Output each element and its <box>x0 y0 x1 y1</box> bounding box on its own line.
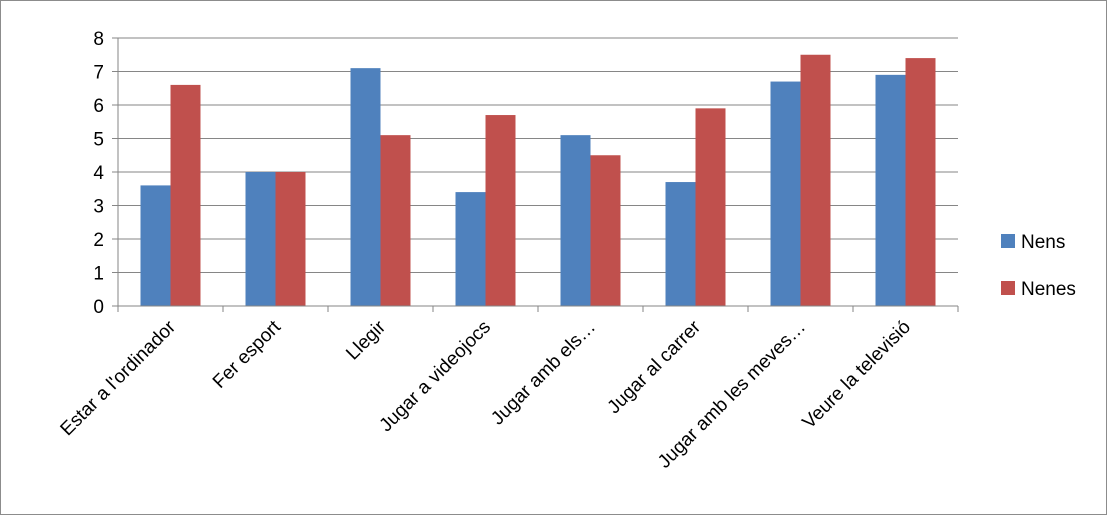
bar-nenes-2 <box>275 172 306 306</box>
bar-nens-6 <box>665 182 696 306</box>
bars <box>140 54 936 307</box>
bar-nens-1 <box>140 185 171 306</box>
bar-nenes-4 <box>485 115 516 306</box>
y-tick-label: 8 <box>93 29 104 50</box>
y-tick-label: 7 <box>93 63 104 84</box>
x-tick-label: Fer esport <box>209 316 286 393</box>
bar-nenes-8 <box>905 58 936 306</box>
bar-nens-5 <box>560 135 591 306</box>
y-axis-ticks: 0 1 2 3 4 5 6 7 8 <box>93 29 104 318</box>
bar-nenes-7 <box>800 54 831 306</box>
legend-label-nens: Nens <box>1021 232 1065 253</box>
bar-nens-8 <box>875 74 906 306</box>
legend-label-nenes: Nenes <box>1021 279 1076 300</box>
y-tick-label: 2 <box>93 230 104 251</box>
y-tick-label: 4 <box>93 163 104 184</box>
y-tick-label: 3 <box>93 197 104 218</box>
y-tick-label: 6 <box>93 96 104 117</box>
bar-nens-4 <box>455 192 486 306</box>
x-tick-label: Jugar amb els… <box>487 317 600 430</box>
bar-nenes-6 <box>695 108 726 306</box>
bar-nens-3 <box>350 68 381 307</box>
legend-swatch-nenes <box>1001 281 1015 295</box>
bar-nens-2 <box>245 172 276 306</box>
x-tick-label: Jugar al carrer <box>604 316 706 418</box>
x-tick-label: Estar a l'ordinador <box>57 316 181 440</box>
legend: Nens Nenes <box>1001 232 1076 300</box>
x-tick-label: Llegir <box>342 316 390 364</box>
y-tick-label: 0 <box>93 297 104 318</box>
x-tick-label: Veure la televisió <box>799 317 915 433</box>
bar-nens-7 <box>770 81 801 306</box>
y-tick-label: 5 <box>93 130 104 151</box>
gridlines <box>118 37 958 273</box>
bar-nenes-3 <box>380 135 411 306</box>
legend-swatch-nens <box>1001 234 1015 248</box>
x-tick-label: Jugar a videojocs <box>376 317 495 436</box>
axes <box>112 37 959 312</box>
y-tick-label: 1 <box>93 264 104 285</box>
bar-nenes-5 <box>590 155 621 306</box>
x-axis-ticks: Estar a l'ordinador Fer esport LlegirJugar… <box>57 316 915 472</box>
bar-nenes-1 <box>170 84 201 307</box>
